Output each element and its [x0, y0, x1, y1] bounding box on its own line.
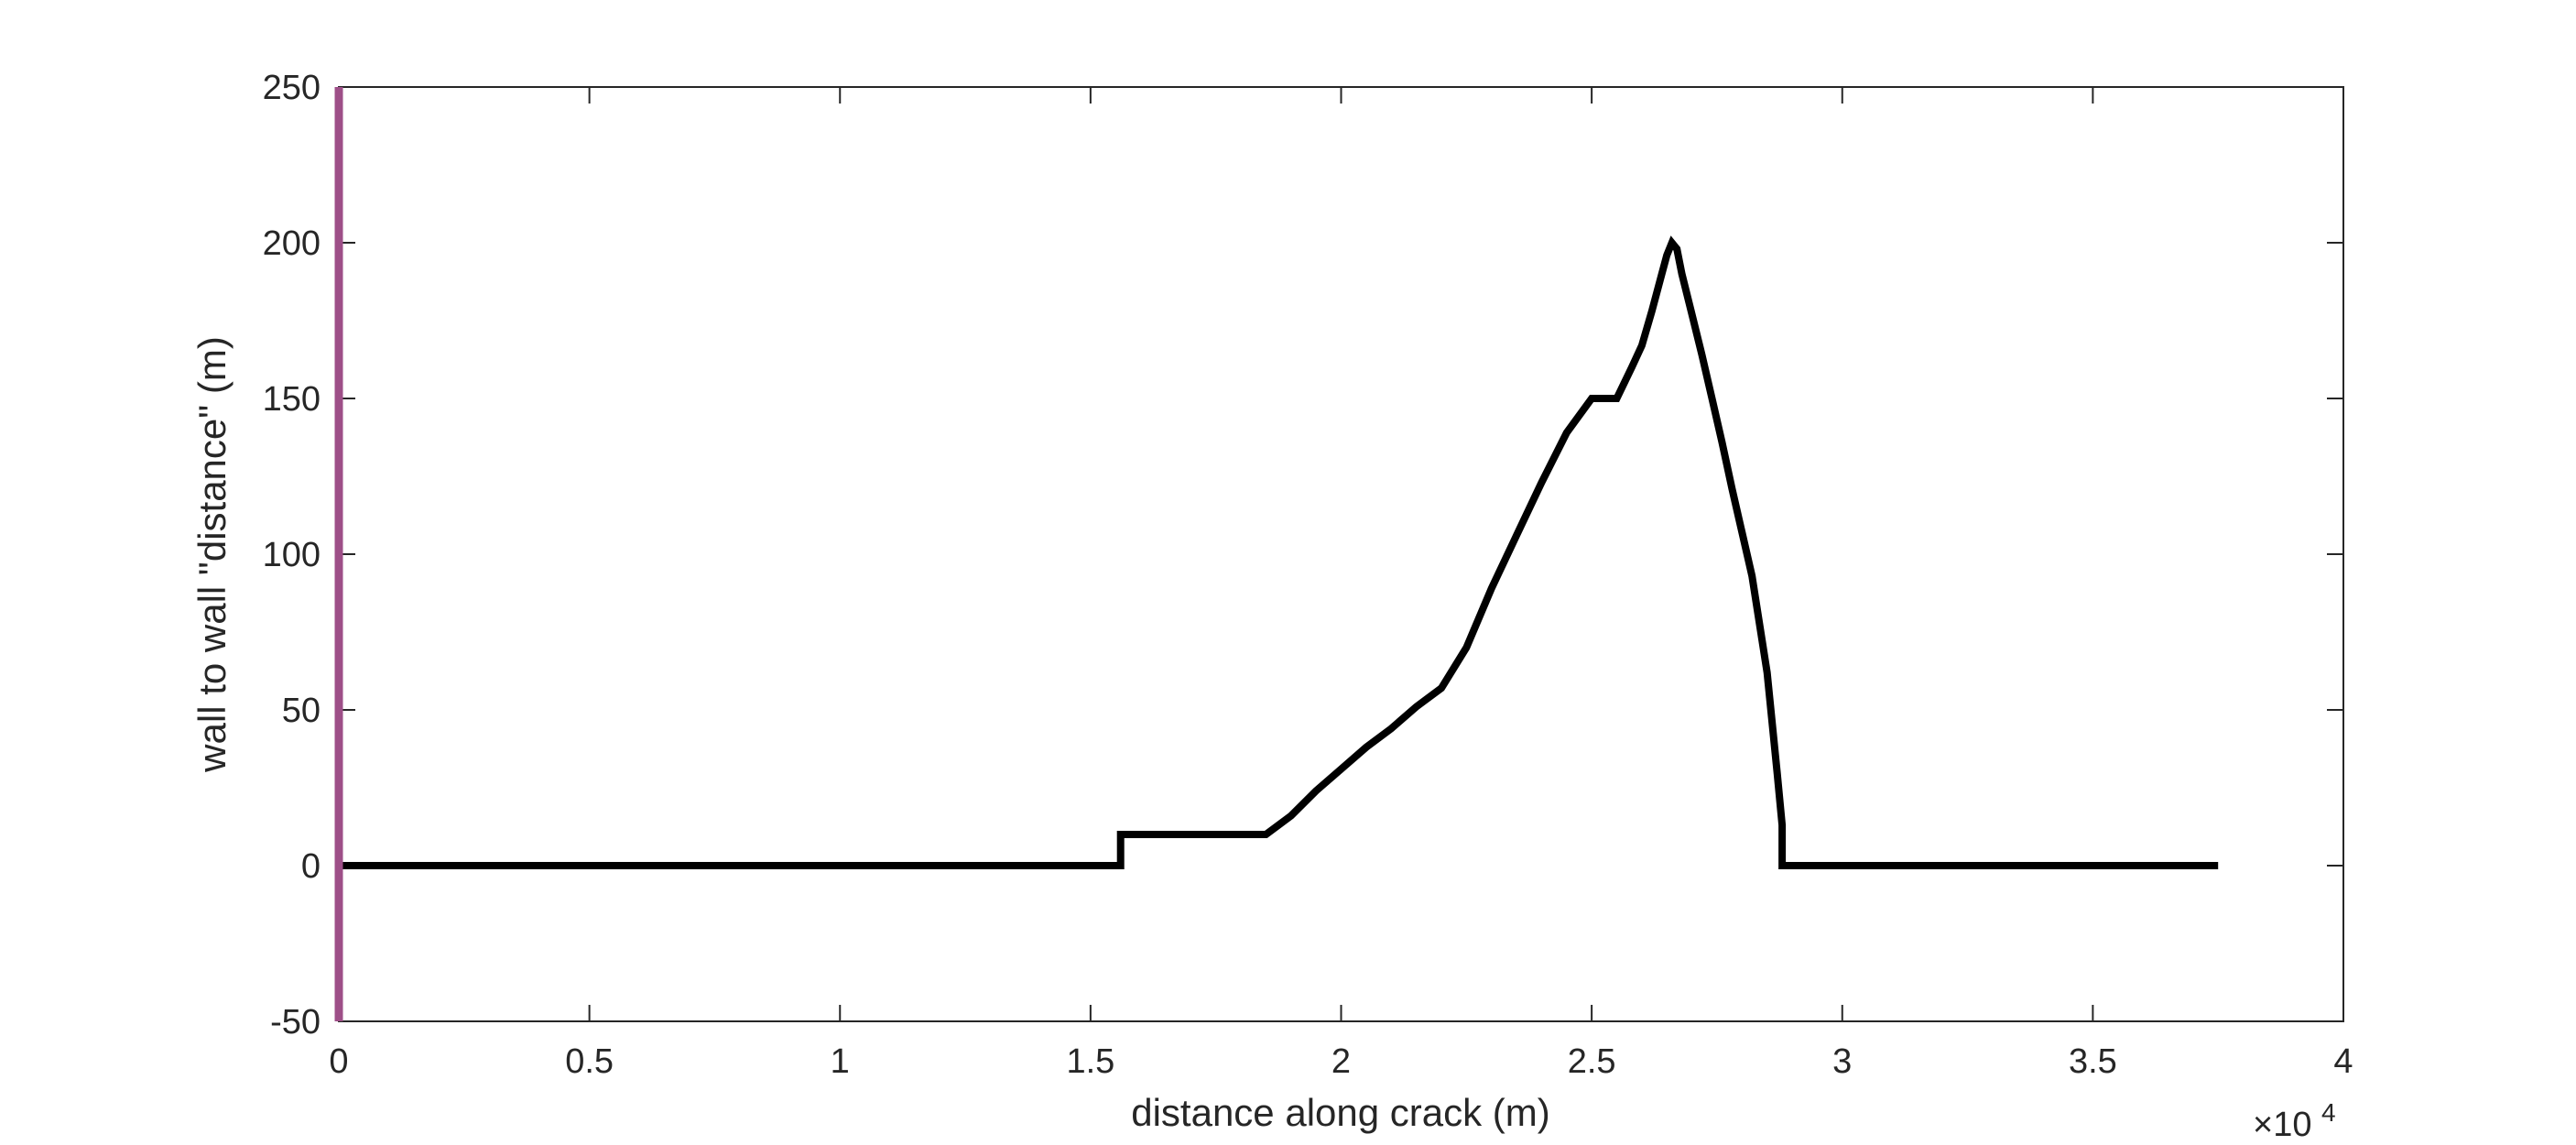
x-tick-label: 2: [1331, 1042, 1351, 1081]
x-tick-label: 3: [1832, 1042, 1852, 1081]
y-axis-label: wall to wall "distance" (m): [190, 336, 234, 773]
y-tick-label: 150: [263, 380, 321, 419]
x-tick-label: 1.5: [1066, 1042, 1114, 1081]
y-tick-label: -50: [270, 1003, 321, 1041]
x-axis-exponent-base: ×10: [2253, 1106, 2311, 1144]
x-tick-label: 0: [329, 1042, 348, 1081]
y-tick-label: 250: [263, 69, 321, 107]
x-axis-exponent-power: 4: [2321, 1098, 2336, 1127]
x-tick-label: 3.5: [2069, 1042, 2117, 1081]
series-line-0: [339, 235, 2219, 869]
x-tick-label: 1: [831, 1042, 850, 1081]
y-tick-label: 100: [263, 536, 321, 574]
x-tick-label: 2.5: [1568, 1042, 1616, 1081]
x-axis-label: distance along crack (m): [1131, 1091, 1550, 1134]
x-tick-label: 0.5: [565, 1042, 614, 1081]
series-layer: [339, 235, 2219, 869]
x-tick-label: 4: [2333, 1042, 2353, 1081]
y-tick-label: 200: [263, 224, 321, 263]
y-tick-label: 50: [282, 692, 321, 730]
x-axis-ticks: 0 0.5 1 1.5 2 2.5 3 3.5 4: [329, 87, 2353, 1081]
y-axis-ticks: -50 0 50 100 150 200 250: [263, 69, 2343, 1041]
plot-background: [339, 87, 2343, 1021]
y-tick-label: 0: [301, 847, 321, 886]
x-axis-exponent: ×10 4: [2253, 1098, 2336, 1144]
